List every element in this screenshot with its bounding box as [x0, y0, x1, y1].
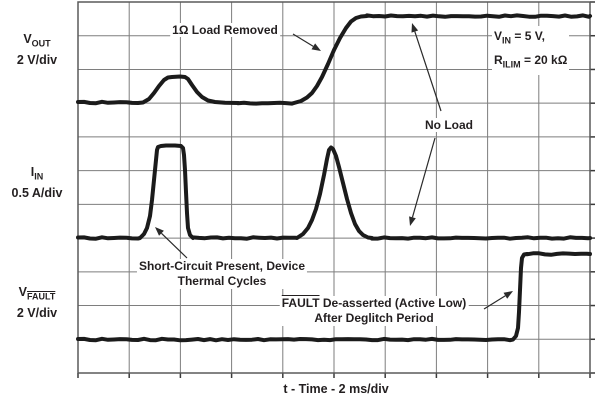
channel-label-vfault: VFAULT 2 V/div: [0, 284, 74, 321]
fault-line2: After Deglitch Period: [314, 311, 434, 325]
iin-scale: 0.5 A/div: [11, 185, 63, 200]
condition-rilim: RILIM = 20 kΩ: [494, 53, 568, 70]
vfault-trace: [76, 251, 592, 343]
iin-trace: [76, 143, 592, 241]
short-circuit-line2: Thermal Cycles: [177, 274, 267, 288]
x-axis-label: t - Time - 2 ms/div: [283, 382, 389, 396]
fault-line1: FAULT De-asserted (Active Low): [281, 296, 467, 310]
vout-symbol: VOUT: [23, 32, 51, 49]
annotation-conditions: VIN = 5 V, RILIM = 20 kΩ: [492, 26, 570, 75]
iin-symbol: IIN: [30, 165, 44, 182]
annotation-no-load: No Load: [423, 118, 475, 132]
short-circuit-line1: Short-Circuit Present, Device: [138, 259, 306, 273]
vout-scale: 2 V/div: [16, 52, 58, 67]
annotation-fault-deasserted: FAULT De-asserted (Active Low) After Deg…: [279, 296, 469, 326]
channel-label-iin: IIN 0.5 A/div: [0, 164, 74, 201]
annotation-short-circuit: Short-Circuit Present, Device Thermal Cy…: [136, 259, 308, 289]
vfault-scale: 2 V/div: [16, 305, 58, 320]
channel-label-vout: VOUT 2 V/div: [0, 31, 74, 68]
vout-trace: [76, 13, 592, 106]
vfault-symbol: VFAULT: [18, 285, 56, 302]
condition-vin: VIN = 5 V,: [494, 29, 545, 46]
annotation-load-removed: 1Ω Load Removed: [170, 23, 280, 37]
